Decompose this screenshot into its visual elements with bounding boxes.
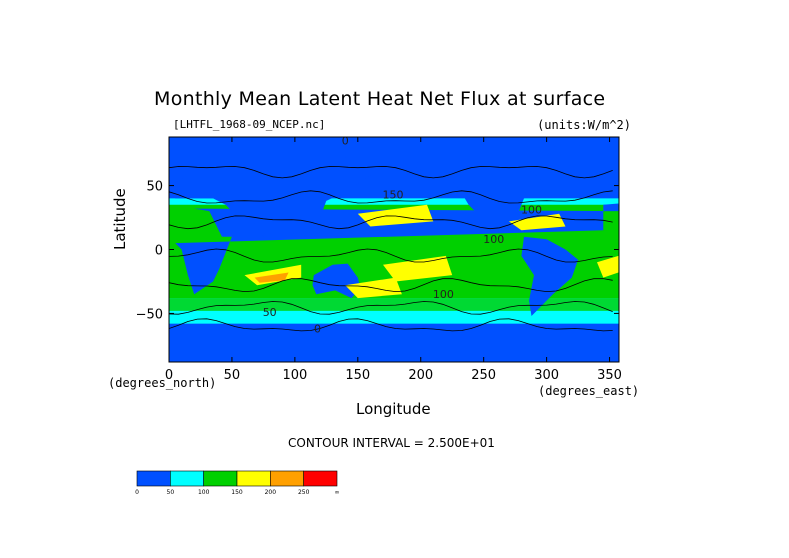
contour-line-3	[169, 248, 613, 263]
contour-label-6: 0	[314, 323, 321, 336]
colorbar-label-0: 0	[135, 489, 139, 496]
contour-label-1: 150	[383, 188, 404, 201]
colorbar-label-5: 250	[298, 489, 310, 496]
colorbar-label-3: 150	[231, 489, 243, 496]
x-tick-label-2: 100	[282, 368, 307, 383]
y-axis-label: Latitude	[111, 188, 129, 250]
landmass-5	[546, 144, 597, 173]
colorbar-swatch-4	[270, 470, 304, 487]
x-tick-label-7: 350	[597, 368, 622, 383]
colorbar-legend: 0 50 100 150 200 250 ∞	[135, 470, 340, 496]
contour-label-5: 50	[263, 306, 277, 319]
flux-patch-5	[597, 255, 619, 278]
contour-label-0: 0	[342, 135, 349, 148]
file-label: [LHTFL_1968-09_NCEP.nc]	[173, 118, 326, 131]
colorbar-swatch-1	[170, 470, 204, 487]
colorbar-label-1: 50	[167, 489, 175, 496]
x-tick-label-4: 200	[408, 368, 433, 383]
y-tick-label-1: 0	[155, 244, 163, 259]
x-tick-label-6: 300	[534, 368, 559, 383]
contour-line-4	[169, 278, 613, 293]
landmass-0	[414, 157, 547, 227]
x-units-label: (degrees_east)	[538, 384, 640, 398]
flux-patch-1	[254, 272, 289, 283]
x-tick-label-5: 250	[471, 368, 496, 383]
y-axis: −50 0 50	[136, 180, 619, 322]
contour-line-5	[169, 301, 613, 315]
contour-label-4: 100	[433, 288, 454, 301]
contour-labels: 0 150 100 100 100 50 0	[263, 135, 542, 336]
contour-line-0	[169, 166, 613, 179]
colorbar-label-2: 100	[198, 489, 210, 496]
landmass-2	[175, 203, 619, 295]
x-tick-label-3: 150	[345, 368, 370, 383]
units-label: (units:W/m^2)	[537, 118, 631, 132]
contour-line-6	[169, 318, 613, 332]
colorbar-swatch-2	[203, 470, 238, 487]
colorbar-label-6: ∞	[335, 489, 340, 496]
y-tick-label-0: −50	[136, 307, 163, 322]
x-axis: 0 50 100 150 200 250 300 350	[165, 137, 622, 383]
flux-patch-4	[508, 213, 566, 231]
colorbar-label-4: 200	[265, 489, 277, 496]
landmass-1	[521, 236, 579, 316]
colorbar-swatch-3	[236, 470, 271, 487]
contour-lines	[169, 166, 613, 332]
landmass-4	[312, 263, 361, 299]
colorbar-swatch-0	[136, 470, 171, 487]
y-units-label: (degrees_north)	[108, 376, 217, 390]
x-axis-label: Longitude	[356, 400, 431, 418]
contour-line-2	[169, 215, 613, 230]
contour-interval-note: CONTOUR INTERVAL = 2.500E+01	[288, 436, 495, 450]
contour-label-3: 100	[521, 204, 542, 217]
chart-title: Monthly Mean Latent Heat Net Flux at sur…	[154, 88, 606, 110]
contour-line-1	[169, 190, 613, 204]
x-tick-label-1: 50	[224, 368, 241, 383]
y-tick-label-2: 50	[146, 180, 163, 195]
landmass-3	[169, 152, 396, 237]
x-tick-label-0: 0	[165, 368, 173, 383]
colorbar-swatch-5	[303, 470, 338, 487]
flux-patch-3	[383, 255, 453, 282]
contour-label-2: 100	[483, 233, 504, 246]
